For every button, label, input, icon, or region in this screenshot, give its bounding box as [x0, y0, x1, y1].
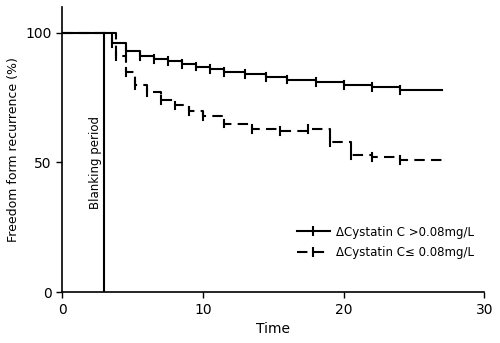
Legend: ΔCystatin C >0.08mg/L, ΔCystatin C≤ 0.08mg/L: ΔCystatin C >0.08mg/L, ΔCystatin C≤ 0.08…	[292, 221, 478, 263]
X-axis label: Time: Time	[256, 322, 290, 336]
Y-axis label: Freedom form recurrence (%): Freedom form recurrence (%)	[7, 57, 20, 242]
Text: Blanking period: Blanking period	[88, 116, 102, 209]
